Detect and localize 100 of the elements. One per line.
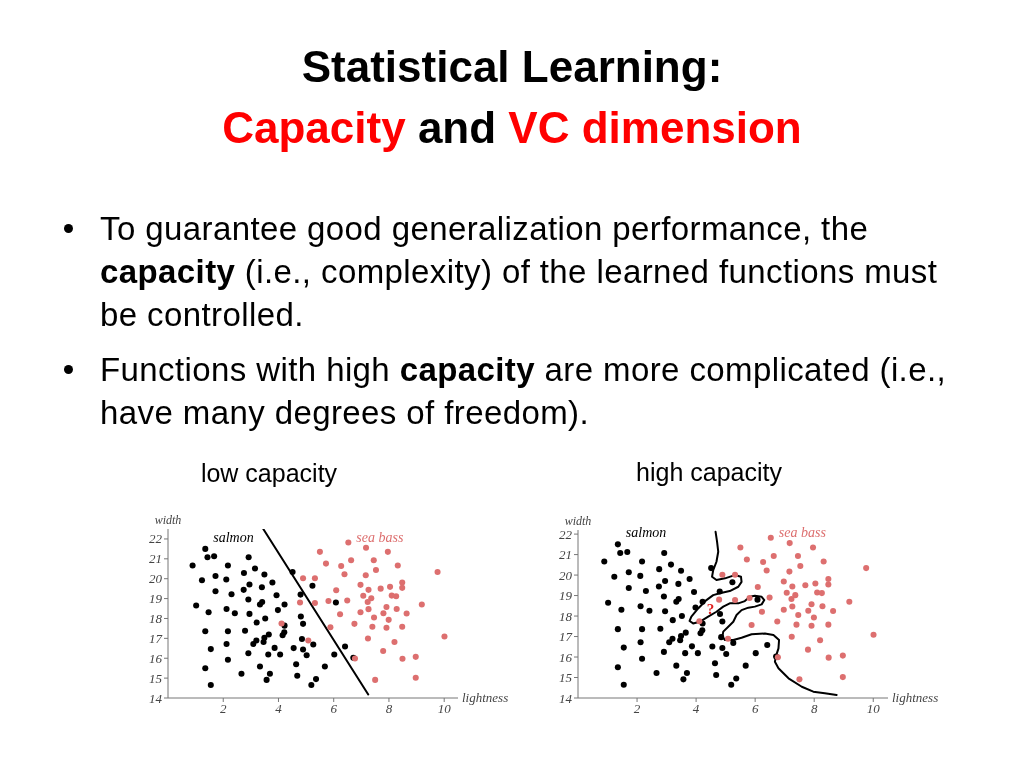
chart-title: low capacity xyxy=(200,459,338,487)
point xyxy=(380,610,387,617)
x-axis-title: lightness xyxy=(462,690,509,705)
point xyxy=(338,562,345,570)
point xyxy=(716,596,723,603)
point xyxy=(327,624,334,631)
point xyxy=(818,590,825,597)
point xyxy=(316,548,323,555)
y-axis-title: width xyxy=(564,513,592,528)
point xyxy=(724,635,732,642)
point xyxy=(441,633,448,640)
point xyxy=(748,622,755,629)
point xyxy=(364,598,371,605)
point xyxy=(812,580,819,587)
point xyxy=(380,648,387,655)
point xyxy=(754,583,761,590)
y-tick-label: 14 xyxy=(149,690,163,706)
point xyxy=(322,560,330,567)
point xyxy=(296,599,304,606)
point xyxy=(394,562,401,569)
point xyxy=(817,637,824,644)
y-tick-label: 21 xyxy=(559,547,572,563)
point xyxy=(732,571,739,578)
point xyxy=(311,575,318,582)
point xyxy=(792,592,799,599)
point xyxy=(808,622,815,629)
point xyxy=(372,676,379,683)
point xyxy=(344,597,351,604)
point xyxy=(387,583,394,590)
x-tick-label: 4 xyxy=(692,701,700,717)
point xyxy=(789,603,796,610)
point xyxy=(732,597,739,604)
point xyxy=(370,557,377,564)
point xyxy=(809,544,817,551)
point xyxy=(805,607,812,614)
point xyxy=(737,544,744,551)
point xyxy=(783,589,790,596)
point xyxy=(863,565,870,572)
point xyxy=(360,592,367,599)
point xyxy=(412,653,419,660)
x-axis-title: lightness xyxy=(892,690,939,705)
chart-title: high capacity xyxy=(636,458,782,486)
point xyxy=(333,587,340,594)
point xyxy=(808,601,815,608)
point xyxy=(365,586,372,593)
y-tick-label: 22 xyxy=(559,526,573,542)
point xyxy=(351,620,358,627)
y-axis-title: width xyxy=(154,512,182,527)
point xyxy=(796,676,803,683)
point xyxy=(341,571,348,578)
point xyxy=(825,654,832,661)
text: To guarantee good generalization performance, the capacity (i.e., complexity) of the learned functions must be controlled. xyxy=(100,210,938,333)
point xyxy=(825,575,832,582)
series-label: salmon xyxy=(625,524,667,540)
y-tick-label: 17 xyxy=(149,630,163,646)
point xyxy=(825,621,832,628)
point xyxy=(362,544,370,551)
point xyxy=(399,579,406,586)
y-tick-label: 18 xyxy=(559,608,573,624)
point xyxy=(746,594,753,602)
point xyxy=(357,609,364,616)
y-tick-label: 16 xyxy=(559,649,573,665)
point xyxy=(786,540,793,547)
point xyxy=(804,646,812,653)
point xyxy=(391,638,398,645)
point xyxy=(412,674,419,681)
y-tick-label: 19 xyxy=(149,591,163,607)
point xyxy=(810,614,817,621)
point xyxy=(789,583,796,590)
x-tick-label: 2 xyxy=(219,701,227,717)
point xyxy=(368,595,375,602)
point xyxy=(418,601,425,608)
point xyxy=(399,623,406,630)
point xyxy=(780,606,787,613)
point xyxy=(780,578,787,585)
point xyxy=(830,607,837,614)
x-tick-label: 8 xyxy=(810,701,818,717)
point xyxy=(797,563,804,570)
point xyxy=(788,596,795,603)
point xyxy=(846,598,853,605)
point xyxy=(870,631,877,638)
y-tick-label: 20 xyxy=(149,571,163,587)
y-tick-label: 18 xyxy=(149,611,163,627)
y-tick-label: 20 xyxy=(559,567,573,583)
point xyxy=(743,556,750,563)
point xyxy=(362,572,369,579)
x-tick-label: 8 xyxy=(385,701,393,717)
x-tick-label: 6 xyxy=(330,701,338,717)
series-label: sea bass xyxy=(356,529,404,545)
point xyxy=(758,608,765,615)
y-tick-label: 22 xyxy=(149,531,163,547)
point xyxy=(767,534,774,541)
point xyxy=(770,552,777,560)
point xyxy=(434,568,441,575)
point xyxy=(311,599,318,606)
point xyxy=(325,597,332,605)
annotation: ? xyxy=(706,600,715,617)
point xyxy=(760,558,767,565)
point xyxy=(393,593,400,600)
point xyxy=(786,568,793,575)
